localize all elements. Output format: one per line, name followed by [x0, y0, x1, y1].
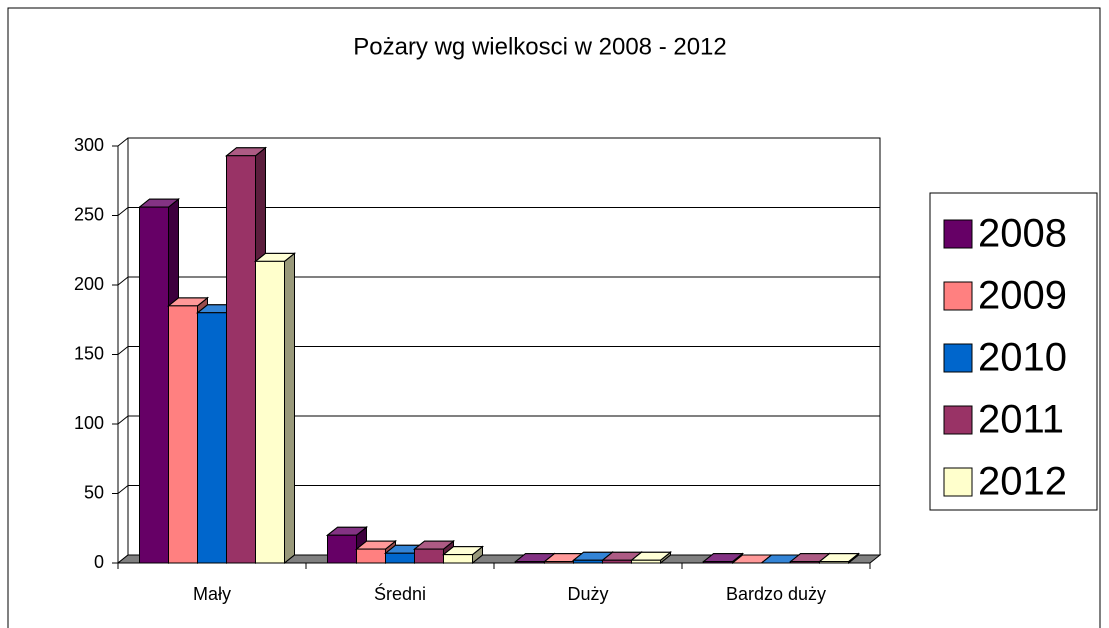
y-tick-label: 200 [74, 274, 104, 294]
grid-slant [117, 485, 129, 494]
bar-front [515, 561, 545, 564]
bar-front [573, 559, 603, 564]
bar-front [255, 260, 285, 564]
bar-front [168, 305, 198, 564]
legend-label: 2011 [978, 398, 1064, 442]
grid-slant [117, 346, 129, 355]
y-tick-label: 250 [74, 204, 104, 224]
x-tick-label: Mały [193, 584, 231, 604]
y-tick-label: 0 [94, 552, 104, 572]
bar-side-shade [284, 252, 295, 565]
bar [254, 252, 296, 565]
bar-front [197, 312, 227, 564]
x-tick-label: Duży [567, 584, 608, 604]
bar-front [819, 561, 849, 564]
y-tick-label: 100 [74, 413, 104, 433]
y-tick-label: 50 [84, 482, 104, 502]
bar [731, 554, 773, 564]
legend-label: 2012 [978, 460, 1067, 504]
bar-front [226, 155, 256, 564]
grid-slant [117, 415, 129, 425]
bar-front [356, 548, 386, 564]
grid-slant [117, 276, 129, 286]
legend-label: 2010 [978, 336, 1067, 380]
chart-title: Pożary wg wielkosci w 2008 - 2012 [353, 33, 727, 60]
bar-front [602, 559, 632, 564]
grid-slant [117, 137, 129, 147]
bar [442, 545, 484, 565]
legend-swatch [943, 405, 973, 435]
bar-front [631, 559, 661, 564]
bar-front [139, 206, 169, 564]
legend-label: 2008 [978, 212, 1067, 256]
legend-swatch [943, 343, 973, 373]
bar-front [703, 561, 733, 564]
bar-front [385, 552, 415, 564]
x-tick-label: Średni [374, 583, 426, 604]
y-tick-label: 300 [74, 135, 104, 155]
bar-front [327, 534, 357, 564]
legend-label: 2009 [978, 274, 1067, 318]
x-tick-label: Bardzo duży [726, 584, 826, 604]
bar [818, 552, 860, 565]
legend-swatch [943, 467, 973, 497]
legend-swatch [943, 219, 973, 249]
grid-slant [117, 207, 129, 216]
legend-swatch [943, 281, 973, 311]
bar-front [544, 561, 574, 564]
bar-front [414, 548, 444, 564]
bar-front [790, 561, 820, 564]
bar [630, 551, 672, 565]
y-tick-label: 150 [74, 343, 104, 363]
bar-front [443, 554, 473, 564]
